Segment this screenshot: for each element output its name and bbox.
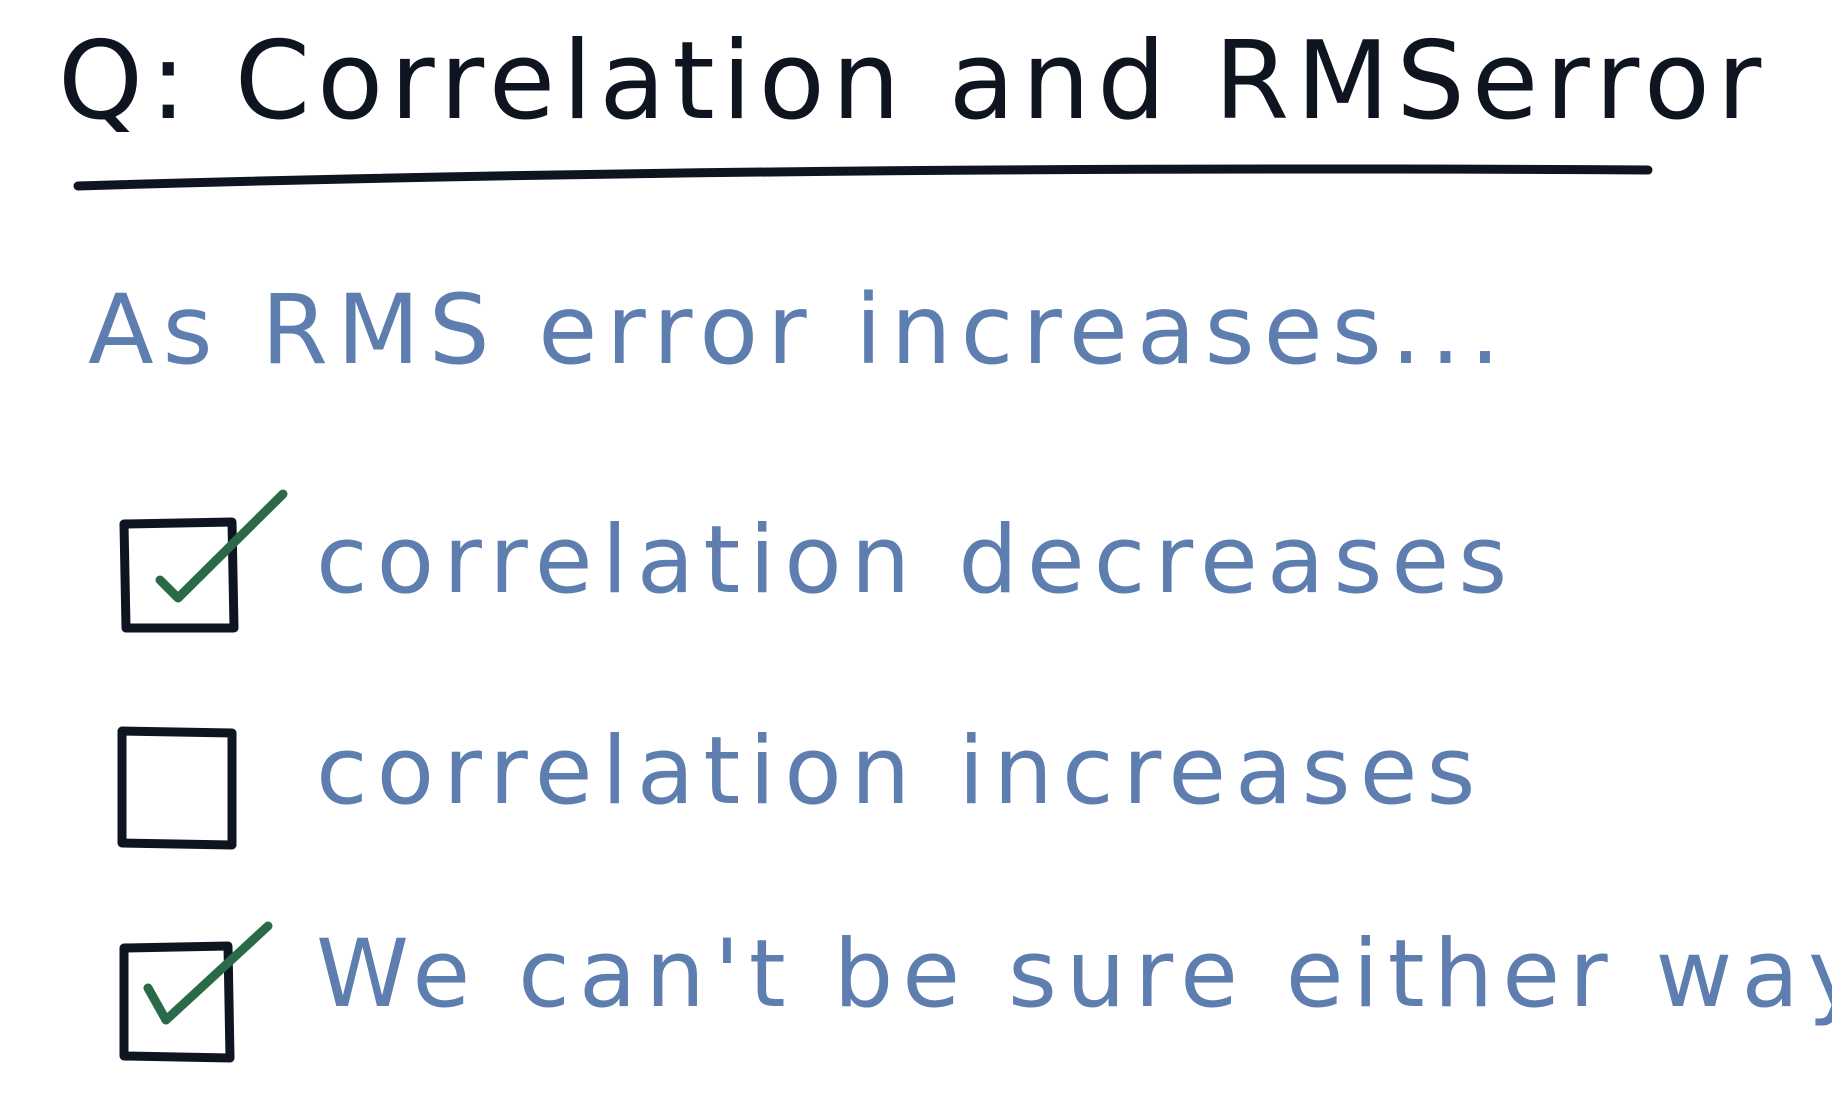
option-cant-be-sure[interactable]: We can't be sure either way bbox=[118, 921, 1832, 1072]
checkbox-cant-be-sure[interactable] bbox=[118, 921, 288, 1072]
title-underline bbox=[73, 164, 1653, 191]
checkbox-correlation-decreases[interactable] bbox=[118, 488, 288, 638]
option-correlation-increases[interactable]: correlation increases bbox=[117, 695, 1798, 850]
checkbox-correlation-increases[interactable] bbox=[117, 695, 288, 850]
check-mark-icon bbox=[155, 489, 288, 603]
option-label: correlation increases bbox=[316, 717, 1485, 826]
quiz-prompt: As RMS error increases... bbox=[88, 274, 1510, 386]
option-label: We can't be sure either way bbox=[316, 920, 1832, 1029]
check-mark-icon bbox=[143, 921, 273, 1025]
option-label: correlation decreases bbox=[316, 506, 1517, 615]
quiz-title: Q: Correlation and RMSerror bbox=[58, 19, 1769, 144]
option-correlation-decreases[interactable]: correlation decreases bbox=[118, 488, 1798, 638]
